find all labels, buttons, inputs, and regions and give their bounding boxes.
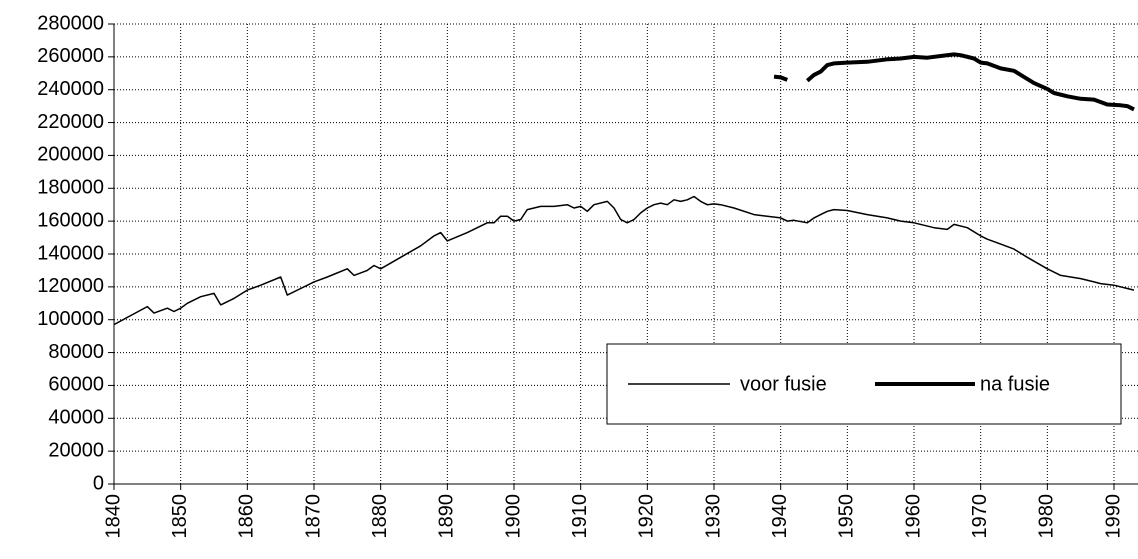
series-line — [773, 52, 1135, 112]
legend: voor fusie na fusie — [606, 343, 1122, 425]
x-tick-label: 1960 — [902, 494, 924, 539]
x-tick-label: 1950 — [836, 494, 858, 539]
series-line — [113, 195, 1135, 326]
y-tick-label: 280000 — [37, 12, 104, 34]
x-tick-label: 1860 — [236, 494, 258, 539]
y-tick-label: 40000 — [48, 407, 104, 429]
x-tick-label: 1880 — [369, 494, 391, 539]
x-tick-label: 1970 — [969, 494, 991, 539]
y-tick-label: 200000 — [37, 144, 104, 166]
y-tick-label: 80000 — [48, 341, 104, 363]
y-tick-label: 120000 — [37, 275, 104, 297]
x-tick-label: 1990 — [1102, 494, 1124, 539]
y-tick-label: 220000 — [37, 111, 104, 133]
legend-label: voor fusie — [740, 373, 827, 395]
y-tick-label: 60000 — [48, 374, 104, 396]
y-tick-label: 180000 — [37, 177, 104, 199]
x-tick-label: 1940 — [769, 494, 791, 539]
y-tick-label: 260000 — [37, 45, 104, 67]
x-tick-label: 1910 — [569, 494, 591, 539]
x-tick-label: 1980 — [1036, 494, 1058, 539]
y-tick-label: 140000 — [37, 242, 104, 264]
x-tick-label: 1900 — [502, 494, 524, 539]
x-tick-label: 1890 — [436, 494, 458, 539]
x-tick-label: 1930 — [702, 494, 724, 539]
x-tick-label: 1850 — [169, 494, 191, 539]
x-tick-label: 1870 — [302, 494, 324, 539]
y-tick-label: 240000 — [37, 78, 104, 100]
y-tick-label: 20000 — [48, 439, 104, 461]
x-tick-label: 1920 — [636, 494, 658, 539]
legend-label: na fusie — [980, 373, 1050, 395]
x-tick-label: 1840 — [102, 494, 124, 539]
y-tick-label: 160000 — [37, 209, 104, 231]
y-tick-label: 0 — [93, 472, 104, 494]
y-tick-label: 100000 — [37, 308, 104, 330]
